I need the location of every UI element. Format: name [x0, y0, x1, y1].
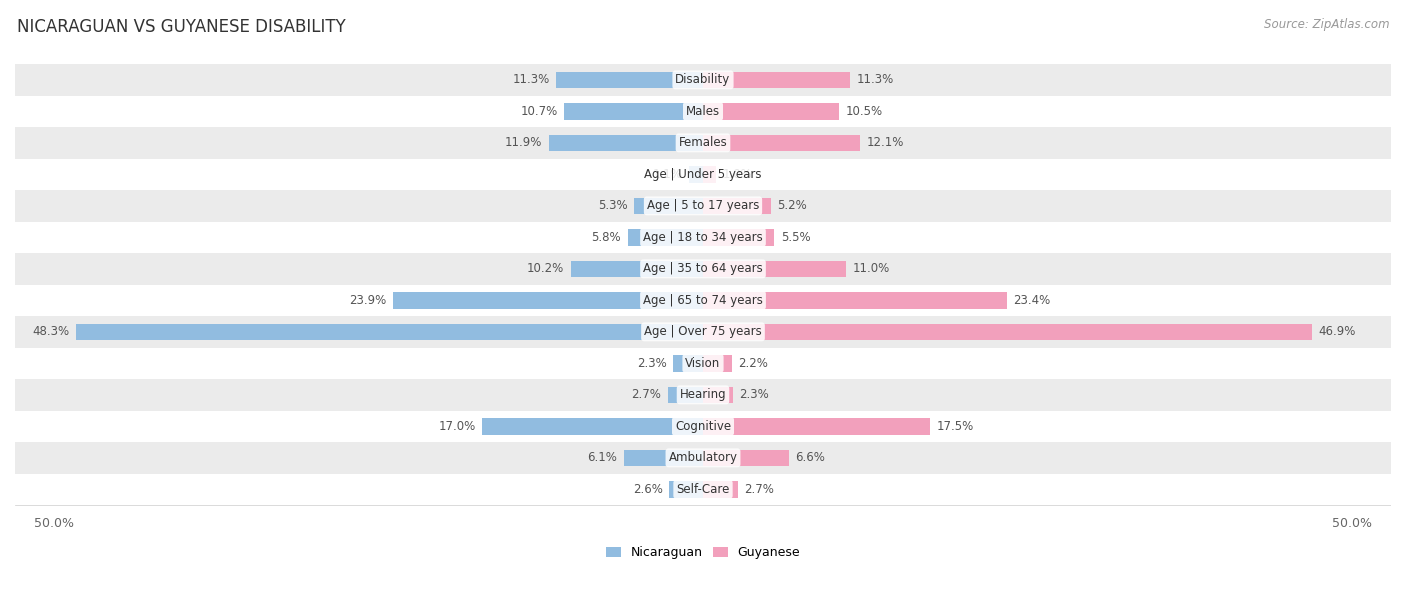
Bar — [703, 324, 1312, 340]
Text: 2.6%: 2.6% — [633, 483, 662, 496]
Bar — [15, 411, 1391, 442]
Bar — [15, 474, 1391, 505]
Text: 2.3%: 2.3% — [740, 389, 769, 401]
Text: Vision: Vision — [685, 357, 721, 370]
Bar — [673, 355, 703, 371]
Text: Age | 65 to 74 years: Age | 65 to 74 years — [643, 294, 763, 307]
Text: NICARAGUAN VS GUYANESE DISABILITY: NICARAGUAN VS GUYANESE DISABILITY — [17, 18, 346, 36]
Bar — [703, 387, 733, 403]
Bar — [624, 450, 703, 466]
Text: 2.7%: 2.7% — [745, 483, 775, 496]
Bar — [703, 481, 738, 498]
Text: 11.3%: 11.3% — [856, 73, 893, 86]
Bar — [669, 481, 703, 498]
Bar — [703, 355, 731, 371]
Bar — [703, 292, 1007, 308]
Bar — [703, 261, 846, 277]
Bar — [557, 72, 703, 88]
Legend: Nicaraguan, Guyanese: Nicaraguan, Guyanese — [600, 541, 806, 564]
Bar — [668, 387, 703, 403]
Text: Age | Under 5 years: Age | Under 5 years — [644, 168, 762, 181]
Bar — [703, 166, 716, 182]
Bar — [703, 135, 860, 151]
Bar — [15, 95, 1391, 127]
Text: 2.3%: 2.3% — [637, 357, 666, 370]
Bar — [548, 135, 703, 151]
Text: Age | 5 to 17 years: Age | 5 to 17 years — [647, 200, 759, 212]
Text: Age | 35 to 64 years: Age | 35 to 64 years — [643, 263, 763, 275]
Text: 6.6%: 6.6% — [796, 451, 825, 465]
Bar — [703, 103, 839, 119]
Text: 48.3%: 48.3% — [32, 326, 69, 338]
Text: Age | Over 75 years: Age | Over 75 years — [644, 326, 762, 338]
Bar — [15, 190, 1391, 222]
Bar — [15, 316, 1391, 348]
Text: 10.2%: 10.2% — [527, 263, 564, 275]
Text: 5.5%: 5.5% — [780, 231, 810, 244]
Bar — [15, 222, 1391, 253]
Bar — [15, 442, 1391, 474]
Bar — [564, 103, 703, 119]
Bar — [15, 127, 1391, 159]
Bar — [571, 261, 703, 277]
Bar — [703, 229, 775, 245]
Bar — [15, 159, 1391, 190]
Text: 5.2%: 5.2% — [778, 200, 807, 212]
Bar — [15, 379, 1391, 411]
Text: Disability: Disability — [675, 73, 731, 86]
Bar — [392, 292, 703, 308]
Text: 2.7%: 2.7% — [631, 389, 661, 401]
Bar — [703, 450, 789, 466]
Text: 1.0%: 1.0% — [723, 168, 752, 181]
Text: Hearing: Hearing — [679, 389, 727, 401]
Text: Source: ZipAtlas.com: Source: ZipAtlas.com — [1264, 18, 1389, 31]
Bar — [15, 348, 1391, 379]
Text: Self-Care: Self-Care — [676, 483, 730, 496]
Text: 17.5%: 17.5% — [936, 420, 974, 433]
Bar — [634, 198, 703, 214]
Text: Cognitive: Cognitive — [675, 420, 731, 433]
Text: 5.3%: 5.3% — [598, 200, 627, 212]
Text: 17.0%: 17.0% — [439, 420, 475, 433]
Bar — [703, 72, 849, 88]
Text: Females: Females — [679, 136, 727, 149]
Text: 2.2%: 2.2% — [738, 357, 768, 370]
Bar — [76, 324, 703, 340]
Text: 11.9%: 11.9% — [505, 136, 543, 149]
Bar — [15, 285, 1391, 316]
Bar — [703, 418, 931, 435]
Text: 10.5%: 10.5% — [846, 105, 883, 118]
Text: 10.7%: 10.7% — [520, 105, 558, 118]
Bar — [689, 166, 703, 182]
Text: 11.0%: 11.0% — [852, 263, 890, 275]
Text: 11.3%: 11.3% — [513, 73, 550, 86]
Text: 23.4%: 23.4% — [1014, 294, 1050, 307]
Text: Age | 18 to 34 years: Age | 18 to 34 years — [643, 231, 763, 244]
Text: 23.9%: 23.9% — [349, 294, 387, 307]
Bar — [15, 64, 1391, 95]
Text: 6.1%: 6.1% — [588, 451, 617, 465]
Bar — [703, 198, 770, 214]
Bar — [482, 418, 703, 435]
Bar — [627, 229, 703, 245]
Text: 12.1%: 12.1% — [866, 136, 904, 149]
Text: 1.1%: 1.1% — [652, 168, 682, 181]
Text: 5.8%: 5.8% — [592, 231, 621, 244]
Text: 46.9%: 46.9% — [1319, 326, 1355, 338]
Text: Males: Males — [686, 105, 720, 118]
Bar — [15, 253, 1391, 285]
Text: Ambulatory: Ambulatory — [668, 451, 738, 465]
